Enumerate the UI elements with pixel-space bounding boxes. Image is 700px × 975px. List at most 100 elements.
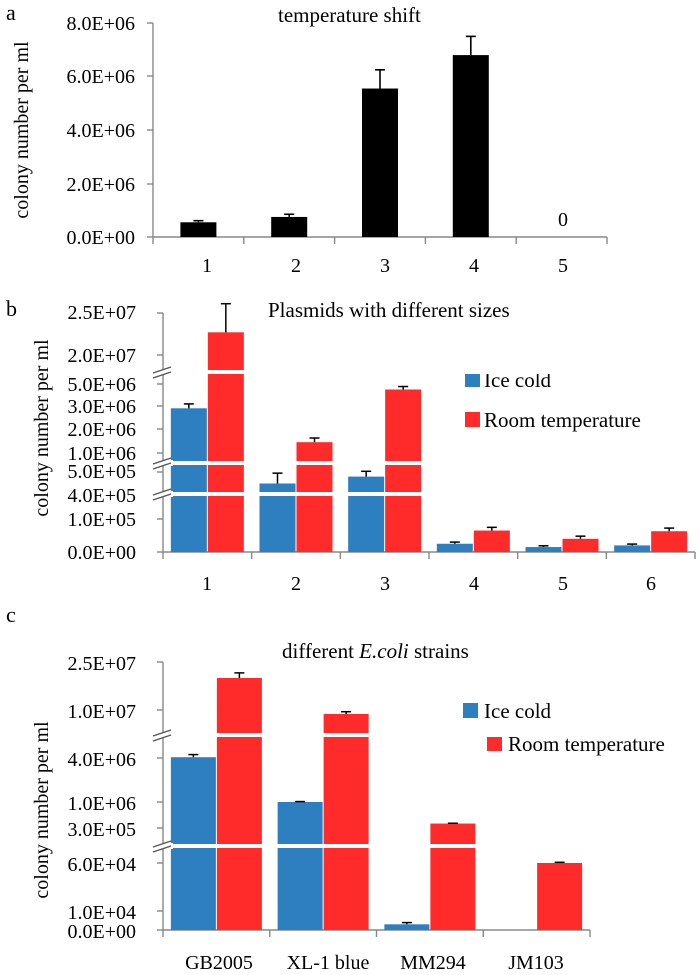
chart-a-xtick-label: 5 — [558, 255, 568, 277]
chart-c-axis-break-line — [152, 729, 172, 737]
chart-c-xtick-label: XL-1 blue — [287, 952, 370, 974]
chart-b-xticks: 1 2 3 4 5 6 — [202, 573, 656, 595]
chart-a-bar — [180, 222, 217, 237]
chart-b-axis-break-line — [152, 457, 172, 465]
chart-a-ylabel: colony number per ml — [11, 41, 33, 219]
chart-c-ytick-label: 0.0E+00 — [68, 921, 137, 943]
chart-b-ytick-label: 5.0E+05 — [68, 461, 137, 483]
chart-b-axis-break-gap — [153, 369, 173, 375]
chart-b-bar-room-temperature — [651, 531, 688, 552]
chart-c-bar-room-temperature — [430, 823, 476, 930]
chart-b-ytick-label: 5.0E+06 — [68, 374, 137, 396]
chart-c-axis-break-line — [152, 845, 172, 853]
chart-b-axis-break-line — [152, 462, 172, 470]
chart-b-ylabel: colony number per ml — [31, 339, 53, 517]
chart-a-xtick-label: 4 — [469, 255, 479, 277]
chart-b-xtick-label: 1 — [202, 573, 212, 595]
chart-b-break-band — [165, 461, 697, 465]
chart-b-bar-ice-cold — [170, 408, 207, 552]
chart-a-ytick-label: 4.0E+06 — [67, 120, 136, 142]
chart-c-axis-break-gap — [153, 732, 173, 738]
legend-swatch-room-temperature — [465, 412, 480, 427]
legend-swatch-room-temperature — [487, 736, 502, 751]
chart-b-ytick-label: 1.0E+06 — [68, 443, 137, 465]
chart-b-axis-break-line — [152, 493, 172, 501]
chart-b-axis-break-gap — [153, 491, 173, 497]
bars-layer — [170, 35, 688, 930]
chart-c-break-band — [165, 844, 592, 848]
chart-a-ytick-label: 2.0E+06 — [67, 174, 136, 196]
chart-b-xtick-label: 4 — [469, 573, 479, 595]
chart-a-ytick-label: 0.0E+00 — [67, 227, 136, 249]
chart-c-title: different E.coli strains — [282, 639, 469, 663]
chart-c-xticks: GB2005 XL-1 blue MM294 JM103 — [185, 952, 564, 974]
chart-b-xtick-label: 3 — [380, 573, 390, 595]
chart-b-bar-room-temperature — [207, 332, 244, 552]
chart-b-ytick-label: 0.0E+00 — [68, 542, 137, 564]
chart-c-bar-ice-cold — [277, 802, 323, 930]
chart-b-ytick-label: 4.0E+05 — [68, 485, 137, 507]
chart-b-bar-ice-cold — [525, 547, 562, 552]
chart-b-break-band — [165, 370, 697, 374]
chart-c-ytick-label: 1.0E+06 — [68, 793, 137, 815]
chart-c-ytick-label: 2.5E+07 — [68, 653, 137, 675]
chart-c-ytick-label: 1.0E+04 — [68, 902, 137, 924]
chart-b-ytick-label: 2.0E+07 — [68, 345, 137, 367]
chart-b-axis-break-line — [152, 371, 172, 379]
chart-b-ytick-label: 1.0E+05 — [68, 509, 137, 531]
chart-a-xtick-label: 1 — [202, 255, 212, 277]
chart-b-bar-ice-cold — [614, 545, 651, 552]
chart-b-break-band — [165, 492, 697, 496]
chart-b-ytick-label: 2.5E+07 — [68, 302, 137, 324]
chart-b-bar-ice-cold — [436, 543, 473, 552]
chart-c-legend: Ice cold Room temperature — [463, 699, 665, 756]
chart-b-xtick-label: 2 — [291, 573, 301, 595]
chart-b-bar-ice-cold — [348, 476, 385, 552]
panel-label-a: a — [6, 0, 16, 25]
chart-c-bar-room-temperature — [323, 714, 369, 930]
chart-b-title: Plasmids with different sizes — [268, 298, 510, 322]
chart-c-ytick-label: 1.0E+07 — [68, 701, 137, 723]
chart-b-legend: Ice cold Room temperature — [465, 368, 641, 432]
chart-b-bar-room-temperature — [562, 538, 599, 552]
chart-b-xtick-label: 5 — [558, 573, 568, 595]
axis-breaks-layer — [152, 366, 697, 853]
chart-c-xtick-label: MM294 — [400, 952, 466, 974]
chart-b-bar-room-temperature — [473, 530, 510, 552]
chart-b-bar-room-temperature — [385, 389, 422, 552]
chart-a-title: temperature shift — [278, 3, 421, 27]
chart-b-ytick-label: 3.0E+06 — [68, 396, 137, 418]
panel-label-c: c — [6, 602, 16, 627]
chart-b-yticks: 0.0E+00 1.0E+05 4.0E+05 5.0E+05 1.0E+06 … — [68, 302, 137, 564]
chart-b-axis-break-line — [152, 488, 172, 496]
chart-c-xtick-label: GB2005 — [185, 952, 253, 974]
legend-label-ice-cold: Ice cold — [484, 699, 552, 723]
chart-c-axis-break-gap — [153, 843, 173, 849]
chart-c-xtick-label: JM103 — [508, 952, 564, 974]
chart-b-axis-break-gap — [153, 460, 173, 466]
chart-c-ytick-label: 4.0E+06 — [68, 749, 137, 771]
chart-c-ytick-label: 3.0E+05 — [68, 819, 137, 841]
chart-c-bar-room-temperature — [537, 863, 583, 930]
chart-c-bar-room-temperature — [216, 678, 262, 930]
chart-c-axis-break-line — [152, 840, 172, 848]
chart-a-ytick-label: 8.0E+06 — [67, 13, 136, 35]
chart-b-bar-room-temperature — [296, 442, 333, 552]
chart-c-bar-ice-cold — [170, 757, 216, 930]
legend-label-room-temperature: Room temperature — [484, 408, 641, 432]
chart-a-bar — [452, 55, 489, 237]
chart-a-zero-label: 0 — [558, 209, 568, 231]
chart-c-axis-break-line — [152, 734, 172, 742]
chart-c-break-band — [165, 733, 592, 737]
chart-b-xtick-label: 6 — [646, 573, 656, 595]
chart-a-bar — [362, 88, 398, 237]
chart-c-ylabel: colony number per ml — [31, 721, 53, 899]
chart-a-bar — [271, 216, 308, 237]
chart-c-bar-ice-cold — [384, 924, 430, 930]
chart-b-axis-break-line — [152, 366, 172, 374]
chart-a-ytick-label: 6.0E+06 — [67, 66, 136, 88]
chart-b-ytick-label: 2.0E+06 — [68, 419, 137, 441]
legend-swatch-ice-cold — [465, 372, 480, 387]
chart-a-xtick-label: 2 — [291, 255, 301, 277]
